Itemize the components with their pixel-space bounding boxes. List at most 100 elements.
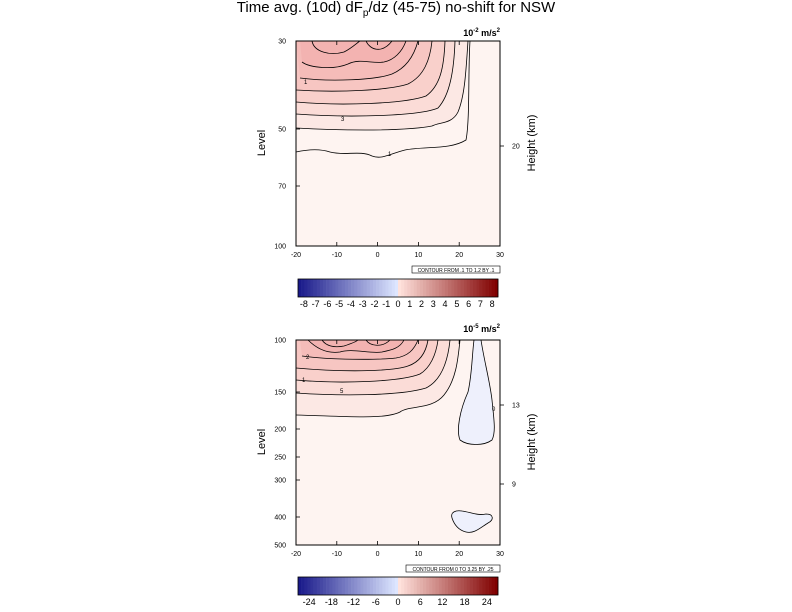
panel-1-colorbar-label: 4 xyxy=(443,299,448,309)
panel-2-colorbar-box xyxy=(348,577,352,595)
panel-1-colorbar-box xyxy=(348,279,352,297)
panel-1-contour-9 xyxy=(365,40,393,50)
panel-2-colorbar-box xyxy=(426,577,430,595)
panel-1-colorbar-box xyxy=(435,279,439,297)
panel-2-colorbar-box xyxy=(360,577,364,595)
panel-2-colorbar-box xyxy=(398,577,402,595)
panel-2-contour-8 xyxy=(365,339,391,346)
panel-2-colorbar-box xyxy=(444,577,449,595)
panel-2-colorbar-box xyxy=(382,577,386,595)
panel-2-colorbar-box xyxy=(451,577,455,595)
panel-1-colorbar: -8 -7 -6 -5 -4 -3 -2 -1 0 1 2 3 4 5 6 7 8 xyxy=(297,278,499,309)
panel-1-contour-info-box xyxy=(411,265,501,274)
panel-2-colorbar-box xyxy=(410,577,414,595)
panel-1-colorbar-box xyxy=(316,279,321,297)
panel-1-axes: -20 -10 0 10 20 30 30 50 70 100 20 xyxy=(274,39,520,260)
panel-2-units: 10-5 m/s2 xyxy=(463,324,500,334)
panel-1-colorbar-box xyxy=(310,279,314,297)
panel-2-contour-1 xyxy=(295,339,461,418)
panel-2-colorbar-box xyxy=(479,577,483,595)
panel-2-colorbar: -24 -18 -12 -6 0 6 12 18 24 xyxy=(297,576,499,607)
panel-2-colorbar-label: -6 xyxy=(372,597,380,607)
panel-1-colorbar-label: -6 xyxy=(323,299,331,309)
panel-2-colorbar-box xyxy=(435,577,439,595)
panel-2: 2 1 5 0 -20 -10 0 10 20 301001502002503004005… xyxy=(256,324,538,607)
panel-1-colorbar-box xyxy=(344,279,349,297)
panel-2-colorbar-box xyxy=(429,577,433,595)
panel-2-colorbar-label: 6 xyxy=(418,597,423,607)
panel-1-x-tick-label: 0 xyxy=(376,252,380,259)
panel-1-colorbar-box xyxy=(323,279,327,297)
panel-1-colorbar-label: -8 xyxy=(300,299,308,309)
panel-1-colorbar-box xyxy=(441,279,446,297)
panel-1-colorbar-box xyxy=(351,279,355,297)
panel-2-contour-5 xyxy=(301,339,419,360)
panel-1-colorbar-label: 3 xyxy=(431,299,436,309)
panel-1-y-tick-label: 70 xyxy=(278,184,286,191)
panel-1-colorbar-box xyxy=(410,279,414,297)
panel-2-colorbar-box xyxy=(357,577,361,595)
panel-2-colorbar-box xyxy=(391,577,396,595)
panel-2-colorbar-label: 18 xyxy=(460,597,470,607)
panel-1-contour-8 xyxy=(311,40,361,54)
panel-1-x-tick-label: -10 xyxy=(332,252,342,259)
panel-2-x-tick-label: 0 xyxy=(376,551,380,558)
panel-2-y-tick-label: 200 xyxy=(274,427,286,434)
panel-1-colorbar-box xyxy=(369,279,374,297)
panel-2-colorbar-box xyxy=(448,577,452,595)
panel-1-colorbar-box xyxy=(319,279,324,297)
panel-1-colorbar-box xyxy=(382,279,386,297)
panel-1-x-tick-label: 10 xyxy=(415,252,423,259)
panel-1-colorbar-box xyxy=(401,279,405,297)
panel-1-colorbar-label: 6 xyxy=(466,299,471,309)
panel-2-units-base: 10 xyxy=(463,324,473,334)
panel-1-y-tick-label: 100 xyxy=(274,244,286,251)
panel-2-colorbar-box xyxy=(351,577,355,595)
panel-2-y2-tick-label: 13 xyxy=(512,403,520,410)
panel-2-contour-3 xyxy=(295,339,439,383)
panel-1-contour-label: 1 xyxy=(304,80,308,86)
panel-1-colorbar-box xyxy=(444,279,449,297)
panel-2-colorbar-box xyxy=(491,577,496,595)
panel-2-colorbar-label: 12 xyxy=(437,597,447,607)
panel-1-contour-label: 3 xyxy=(341,117,345,123)
panel-1-colorbar-box xyxy=(494,279,499,297)
panel-2-units-exp: -5 xyxy=(473,324,479,330)
panel-1-colorbar-box xyxy=(469,279,474,297)
panel-1-colorbar-box xyxy=(460,279,464,297)
panel-1-x-tick-label: 30 xyxy=(496,252,504,259)
panel-2-colorbar-box xyxy=(341,577,346,595)
panel-2-x-tick-label: -20 xyxy=(291,551,301,558)
panel-1-colorbar-box xyxy=(394,279,399,297)
panel-1-y-label: Level xyxy=(256,130,268,156)
panel-2-negative-region-lower xyxy=(451,510,493,533)
panel-2-colorbar-box xyxy=(413,577,418,595)
panel-2-colorbar-box xyxy=(457,577,461,595)
panel-1-contour-7 xyxy=(301,40,407,68)
panel-2-colorbar-box xyxy=(485,577,489,595)
panel-1-colorbar-frame xyxy=(297,278,499,298)
panel-1-colorbar-box xyxy=(451,279,455,297)
panel-1-colorbar-box xyxy=(482,279,486,297)
panel-2-colorbar-label: -18 xyxy=(325,597,338,607)
panel-1-colorbar-box xyxy=(313,279,318,297)
panel-2-colorbar-frame xyxy=(297,576,499,596)
panel-2-colorbar-box xyxy=(304,577,308,595)
panel-2-contour-labels: 2 1 5 0 xyxy=(302,355,496,413)
panel-1-colorbar-box xyxy=(426,279,430,297)
panel-1-contour-2 xyxy=(295,40,469,131)
panel-2-colorbar-box xyxy=(401,577,405,595)
panel-2-y2-tick-label: 9 xyxy=(512,482,516,489)
panel-2-contour-label: 0 xyxy=(492,407,496,413)
panel-2-colorbar-box xyxy=(388,577,393,595)
title-sub: p xyxy=(363,8,369,19)
panel-1-units-exp: -2 xyxy=(473,28,479,34)
panel-1-colorbar-box xyxy=(385,279,389,297)
panel-1-colorbar-box xyxy=(298,279,302,297)
panel-2-y-tick-label: 300 xyxy=(274,478,286,485)
panel-1-colorbar-box xyxy=(357,279,361,297)
panel-1-colorbar-box xyxy=(332,279,336,297)
panel-1-colorbar-box xyxy=(479,279,483,297)
panel-2-colorbar-box xyxy=(326,577,330,595)
